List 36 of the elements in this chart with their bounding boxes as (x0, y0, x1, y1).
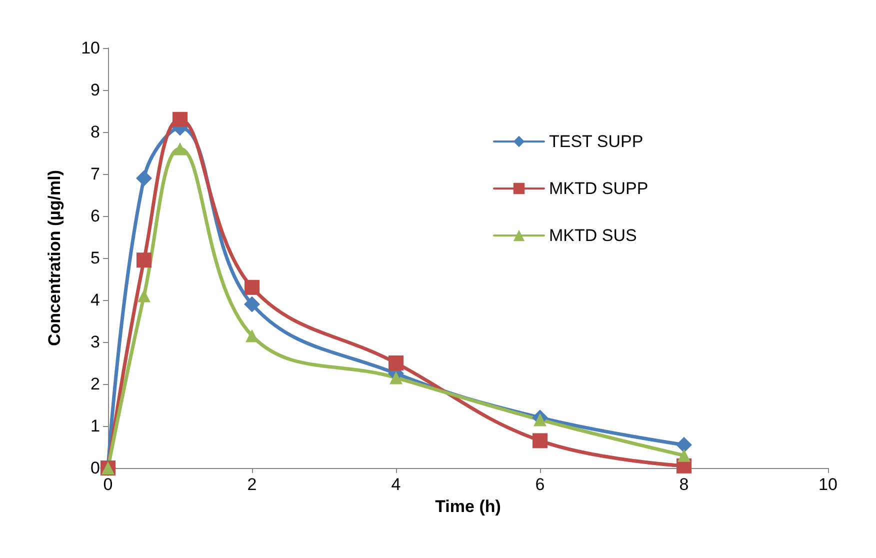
y-tick-label: 8 (90, 122, 100, 142)
y-tick-label: 2 (90, 374, 100, 394)
y-tick-label: 9 (90, 80, 100, 100)
point (172, 112, 188, 127)
point (678, 448, 690, 462)
x-tick-label: 10 (818, 475, 838, 494)
y-tick-label: 6 (90, 206, 100, 226)
y-tick-label: 10 (81, 38, 100, 58)
y-tick-label: 1 (90, 416, 100, 436)
point (534, 413, 546, 426)
point (388, 356, 404, 370)
point (138, 289, 150, 302)
y-tick-label: 4 (90, 290, 100, 310)
point (174, 142, 186, 156)
point (532, 433, 548, 448)
legend-label: MKTD SUS (549, 226, 637, 245)
point (136, 170, 152, 186)
legend-label: TEST SUPP (549, 132, 644, 151)
point (246, 329, 258, 342)
point (136, 252, 152, 268)
y-tick-label: 7 (90, 164, 100, 184)
y-axis-title: Concentration (µg/ml) (45, 170, 64, 346)
x-tick-label: 2 (247, 475, 257, 494)
y-tick-label: 5 (90, 248, 100, 268)
point (244, 296, 260, 312)
point (676, 436, 692, 453)
x-tick-label: 0 (103, 475, 113, 494)
x-tick-label: 6 (535, 475, 545, 494)
y-tick-label: 3 (90, 332, 100, 352)
point (390, 371, 402, 384)
legend-label: MKTD SUPP (549, 179, 648, 198)
x-tick-label: 4 (391, 475, 401, 494)
x-tick-label: 8 (679, 475, 689, 494)
point (244, 280, 260, 295)
y-tick-label: 0 (90, 458, 100, 478)
x-axis-title: Time (h) (435, 497, 501, 516)
